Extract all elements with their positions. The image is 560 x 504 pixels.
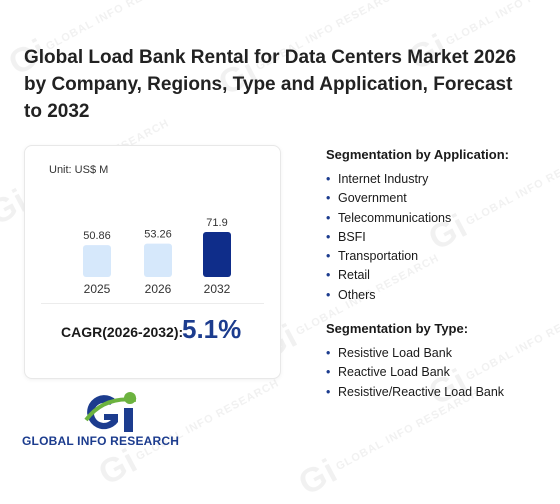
- application-item: Transportation: [326, 247, 556, 267]
- chart-card: Unit: US$ M 50.86 2025 53.26 2026 71.9 2032 C…: [24, 145, 281, 379]
- type-item: Reactive Load Bank: [326, 363, 556, 383]
- application-item: Retail: [326, 266, 556, 286]
- x-tick-label: 2025: [84, 282, 111, 296]
- type-item: Resistive/Reactive Load Bank: [326, 383, 556, 403]
- page-title: Global Load Bank Rental for Data Centers…: [24, 47, 517, 122]
- type-segment: Segmentation by Type: Resistive Load Ban…: [326, 321, 556, 402]
- value-label: 53.26: [144, 229, 172, 241]
- application-item: Internet Industry: [326, 170, 556, 190]
- x-tick-label: 2032: [204, 282, 231, 296]
- value-label: 50.86: [83, 230, 111, 242]
- application-heading: Segmentation by Application:: [326, 147, 509, 162]
- bar-2025: [83, 245, 111, 277]
- bar-chart: 50.86 2025 53.26 2026 71.9 2032: [83, 217, 231, 296]
- type-heading: Segmentation by Type:: [326, 321, 469, 336]
- application-item: Telecommunications: [326, 209, 556, 229]
- cagr-value: 5.1%: [182, 314, 242, 344]
- application-list: Internet IndustryGovernmentTelecommunica…: [326, 170, 556, 305]
- divider: [41, 303, 264, 304]
- bar-2032: [203, 232, 231, 277]
- company-logo: GLOBAL INFO RESEARCH: [22, 390, 192, 450]
- application-item: BSFI: [326, 228, 556, 248]
- application-segment: Segmentation by Application: Internet In…: [326, 147, 556, 305]
- cagr-label: CAGR(2026-2032):: [61, 324, 184, 340]
- application-item: Others: [326, 286, 556, 306]
- value-label: 71.9: [206, 217, 227, 229]
- type-list: Resistive Load BankReactive Load BankRes…: [326, 344, 556, 402]
- application-item: Government: [326, 189, 556, 209]
- logo-text: GLOBAL INFO RESEARCH: [22, 434, 180, 448]
- type-item: Resistive Load Bank: [326, 344, 556, 364]
- logo-mark-icon: [84, 392, 137, 432]
- x-tick-label: 2026: [145, 282, 172, 296]
- chart-unit: Unit: US$ M: [49, 164, 109, 176]
- bar-2026: [144, 243, 172, 277]
